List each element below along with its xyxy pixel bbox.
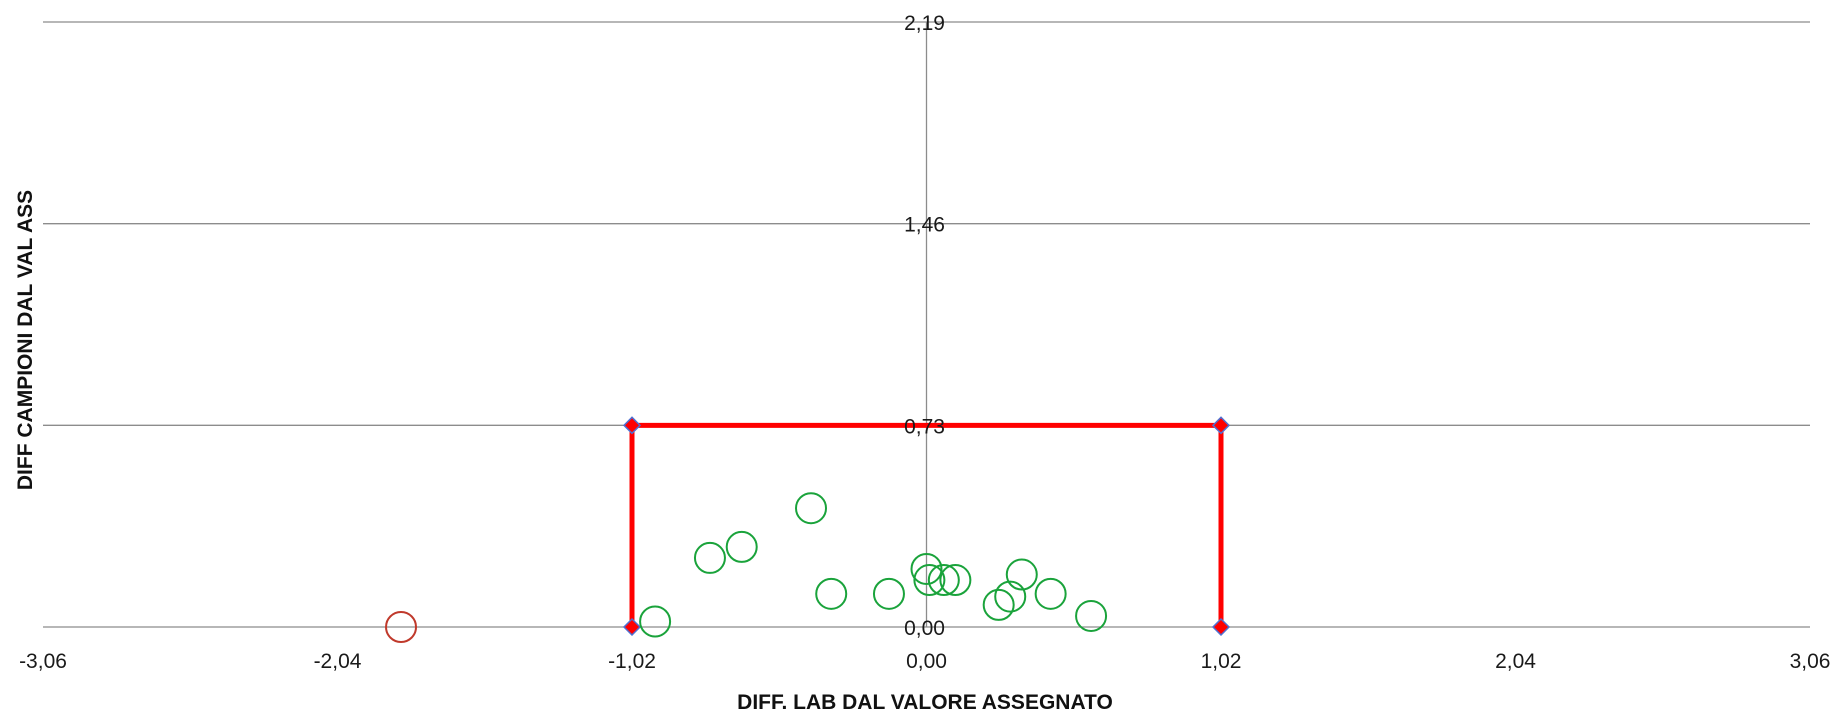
x-tick-label-4: 1,02 <box>1201 650 1242 673</box>
x-axis-title: DIFF. LAB DAL VALORE ASSEGNATO <box>737 691 1113 714</box>
limit-marker-0 <box>622 617 642 637</box>
y-tick-label-3: 2,19 <box>904 12 945 35</box>
data-point-series1-0 <box>385 611 418 643</box>
y-tick-label-1: 0,73 <box>904 415 945 438</box>
data-point-series0-14 <box>1075 599 1108 632</box>
x-tick-label-6: 3,06 <box>1790 650 1831 673</box>
x-tick-label-0: -3,06 <box>19 650 67 673</box>
limit-box <box>622 416 1231 637</box>
x-tick-label-1: -2,04 <box>314 650 362 673</box>
data-point-series0-7 <box>913 564 946 597</box>
limit-marker-1 <box>622 416 642 435</box>
data-point-series0-2 <box>725 530 758 563</box>
x-tick-label-3: 0,00 <box>906 650 947 673</box>
limit-marker-3 <box>1211 617 1231 637</box>
data-point-series0-11 <box>994 580 1027 613</box>
y-axis-title: DIFF CAMPIONI DAL VAL ASS <box>14 190 37 490</box>
tick-labels: 0,00 0,73 1,46 2,19 -3,06 -2,04 -1,02 0,00 1,02 2… <box>19 12 1830 673</box>
x-tick-label-2: -1,02 <box>608 650 656 673</box>
data-point-series0-10 <box>982 588 1015 621</box>
data-point-series0-12 <box>1005 558 1038 591</box>
data-point-series0-13 <box>1034 577 1067 610</box>
data-point-series0-1 <box>693 541 726 574</box>
data-point-series0-8 <box>927 564 960 597</box>
data-point-series0-6 <box>910 552 943 585</box>
data-points <box>385 492 1108 643</box>
limit-line <box>629 422 1224 627</box>
x-tick-label-5: 2,04 <box>1495 650 1536 673</box>
data-point-series0-4 <box>815 577 848 610</box>
data-point-series0-9 <box>939 564 972 597</box>
y-tick-label-2: 1,46 <box>904 214 945 237</box>
data-point-series0-5 <box>872 577 905 610</box>
limit-marker-2 <box>1211 416 1231 435</box>
data-point-series0-0 <box>639 605 672 638</box>
data-point-series0-3 <box>795 492 828 525</box>
y-tick-label-0: 0,00 <box>904 617 945 640</box>
